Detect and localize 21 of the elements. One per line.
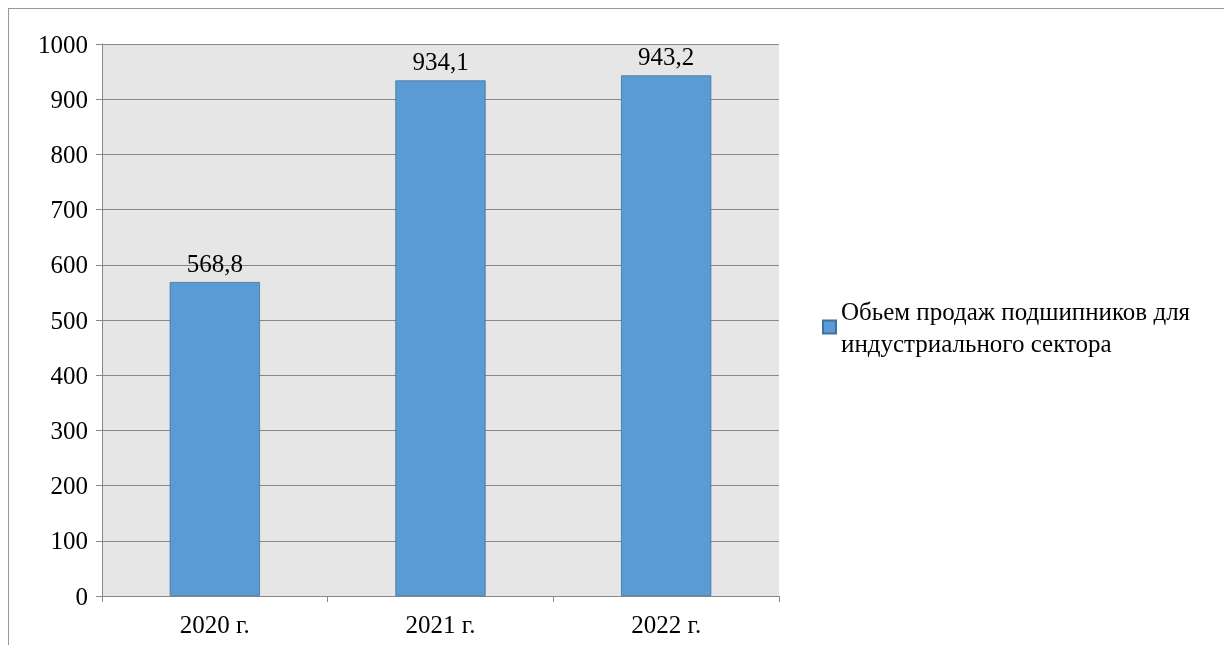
y-tick-label: 700 — [50, 196, 88, 224]
y-tick-label: 500 — [50, 306, 88, 334]
y-tick-label: 1000 — [38, 30, 88, 58]
x-tick-label: 2021 г. — [405, 611, 476, 638]
data-label: 943,2 — [638, 43, 695, 71]
bar — [621, 75, 712, 596]
bar — [395, 80, 486, 596]
bar — [169, 282, 260, 596]
x-tick-label: 2022 г. — [631, 611, 702, 638]
x-tick-label: 2020 г. — [179, 611, 250, 638]
y-tick-label: 100 — [50, 527, 88, 555]
y-tick-label: 800 — [50, 140, 88, 168]
y-tick-label: 200 — [50, 472, 88, 500]
y-tick-label: 300 — [50, 416, 88, 444]
data-label: 934,1 — [412, 48, 469, 76]
y-tick-label: 0 — [75, 582, 88, 610]
y-tick-label: 600 — [50, 251, 88, 279]
data-label: 568,8 — [186, 250, 243, 278]
legend-label: Обьем продаж подшипников для индустриального сектора — [841, 297, 1191, 357]
y-tick-label: 400 — [50, 361, 88, 389]
y-tick-label: 900 — [50, 85, 88, 113]
